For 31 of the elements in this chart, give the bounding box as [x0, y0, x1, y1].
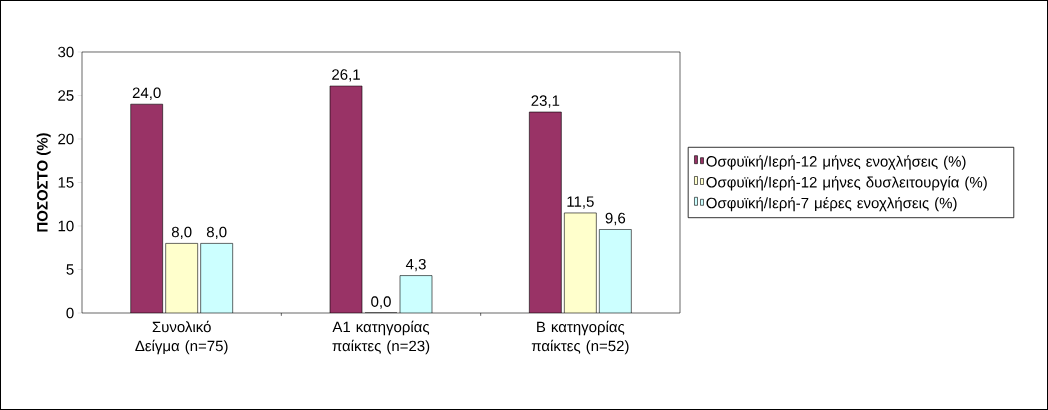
x-tick-label: Β κατηγορίας παίκτες (n=52): [531, 320, 629, 355]
data-label: 8,0: [206, 226, 227, 240]
bar: [399, 275, 433, 313]
y-tick-label: 15: [58, 177, 74, 188]
bar: [329, 85, 363, 313]
legend-label: Οσφυϊκή/Ιερή-7 μέρες ενοχλήσεις (%): [706, 196, 957, 212]
bar: [599, 229, 632, 313]
legend-label: Οσφυϊκή/Ιερή-12 μήνες ενοχλήσεις (%): [706, 155, 966, 170]
y-tick-label: 20: [58, 133, 74, 145]
y-tick-label: 30: [58, 46, 74, 58]
y-tick-label: 25: [58, 90, 74, 101]
data-label: 23,1: [531, 95, 560, 108]
bar: [130, 103, 163, 313]
data-label: 9,6: [605, 212, 626, 226]
bar: [529, 111, 562, 313]
bar: [165, 243, 198, 313]
y-tick-label: 0: [66, 307, 74, 319]
data-label: 0,0: [371, 296, 391, 309]
y-tick-label: 5: [66, 264, 74, 275]
data-label: 26,1: [332, 69, 360, 82]
y-tick-label: 10: [58, 220, 74, 232]
y-axis-title: ΠΟΣΟΣΤΟ (%): [36, 133, 51, 232]
x-tick-label: Α1 κατηγορίας παίκτες (n=23): [332, 320, 430, 355]
x-tick-label: Συνολικό Δείγμα (n=75): [135, 320, 228, 355]
bar: [200, 243, 233, 313]
legend-label: Οσφυϊκή/Ιερή-12 μήνες δυσλειτουργία (%): [706, 176, 987, 191]
data-label: 8,0: [171, 226, 192, 240]
data-label: 11,5: [567, 196, 594, 209]
bar: [564, 212, 597, 313]
data-label: 24,0: [132, 87, 161, 100]
data-label: 4,3: [405, 258, 426, 272]
